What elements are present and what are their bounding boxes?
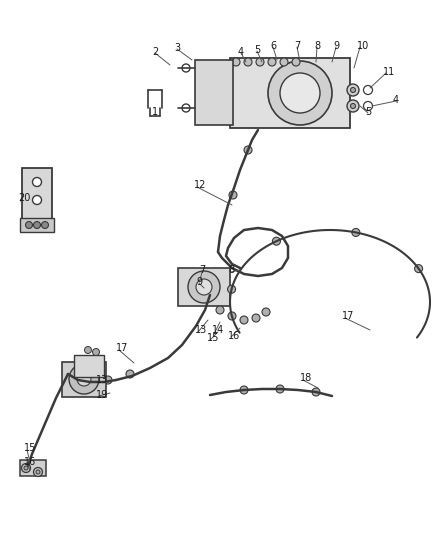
Text: 15: 15: [207, 333, 219, 343]
Circle shape: [262, 308, 270, 316]
Text: 16: 16: [228, 331, 240, 341]
Text: 5: 5: [365, 107, 371, 117]
Text: 10: 10: [357, 41, 369, 51]
Text: 9: 9: [333, 41, 339, 51]
Circle shape: [364, 85, 372, 94]
Circle shape: [280, 73, 320, 113]
Circle shape: [272, 237, 280, 245]
Bar: [20, 460, 46, 476]
Text: 4: 4: [393, 95, 399, 105]
Text: 20: 20: [18, 193, 30, 203]
Text: 9: 9: [196, 277, 202, 287]
Text: 7: 7: [199, 265, 205, 275]
Circle shape: [42, 222, 49, 229]
Text: 7: 7: [294, 41, 300, 51]
Text: 6: 6: [270, 41, 276, 51]
Circle shape: [415, 264, 423, 272]
Circle shape: [33, 467, 42, 477]
Circle shape: [347, 100, 359, 112]
Circle shape: [196, 279, 212, 295]
Circle shape: [268, 61, 332, 125]
Text: 5: 5: [254, 45, 260, 55]
Bar: [195, 60, 233, 125]
Circle shape: [350, 103, 356, 109]
Circle shape: [244, 146, 252, 154]
Circle shape: [232, 58, 240, 66]
Circle shape: [364, 101, 372, 110]
Text: 11: 11: [383, 67, 395, 77]
Circle shape: [188, 271, 220, 303]
Circle shape: [292, 58, 300, 66]
Circle shape: [69, 364, 99, 394]
Circle shape: [33, 222, 40, 229]
Circle shape: [280, 58, 288, 66]
Bar: [74, 355, 104, 377]
Circle shape: [347, 84, 359, 96]
Text: 14: 14: [212, 325, 224, 335]
Text: 3: 3: [174, 43, 180, 53]
Circle shape: [276, 385, 284, 393]
Circle shape: [240, 386, 248, 394]
Circle shape: [228, 285, 236, 293]
Text: 1: 1: [152, 107, 158, 117]
Bar: [20, 218, 54, 232]
Text: 16: 16: [24, 457, 36, 467]
Circle shape: [228, 312, 236, 320]
Circle shape: [85, 346, 92, 353]
Circle shape: [25, 222, 32, 229]
Circle shape: [244, 58, 252, 66]
Circle shape: [24, 466, 28, 470]
Circle shape: [21, 464, 31, 472]
Text: 17: 17: [116, 343, 128, 353]
Circle shape: [252, 314, 260, 322]
Text: 18: 18: [300, 373, 312, 383]
Circle shape: [126, 370, 134, 378]
Text: 2: 2: [152, 47, 158, 57]
Circle shape: [229, 191, 237, 199]
Circle shape: [312, 388, 320, 396]
Circle shape: [104, 376, 112, 384]
Circle shape: [77, 372, 91, 386]
Text: 8: 8: [228, 265, 234, 275]
Circle shape: [182, 104, 190, 112]
Circle shape: [350, 87, 356, 93]
Circle shape: [352, 229, 360, 237]
Circle shape: [86, 378, 94, 386]
Circle shape: [182, 64, 190, 72]
Bar: [230, 58, 350, 128]
Circle shape: [268, 58, 276, 66]
Text: 13: 13: [96, 375, 108, 385]
Circle shape: [92, 349, 99, 356]
Text: 17: 17: [342, 311, 354, 321]
Circle shape: [216, 306, 224, 314]
Circle shape: [240, 316, 248, 324]
Text: 13: 13: [195, 325, 207, 335]
Text: 19: 19: [96, 390, 108, 400]
Circle shape: [256, 58, 264, 66]
Circle shape: [32, 177, 42, 187]
Text: 12: 12: [194, 180, 206, 190]
Text: 8: 8: [314, 41, 320, 51]
Bar: [62, 362, 106, 397]
Circle shape: [32, 196, 42, 205]
Bar: [178, 268, 230, 306]
Text: 4: 4: [238, 47, 244, 57]
Circle shape: [36, 470, 40, 474]
Bar: [22, 168, 52, 223]
Text: 15: 15: [24, 443, 36, 453]
